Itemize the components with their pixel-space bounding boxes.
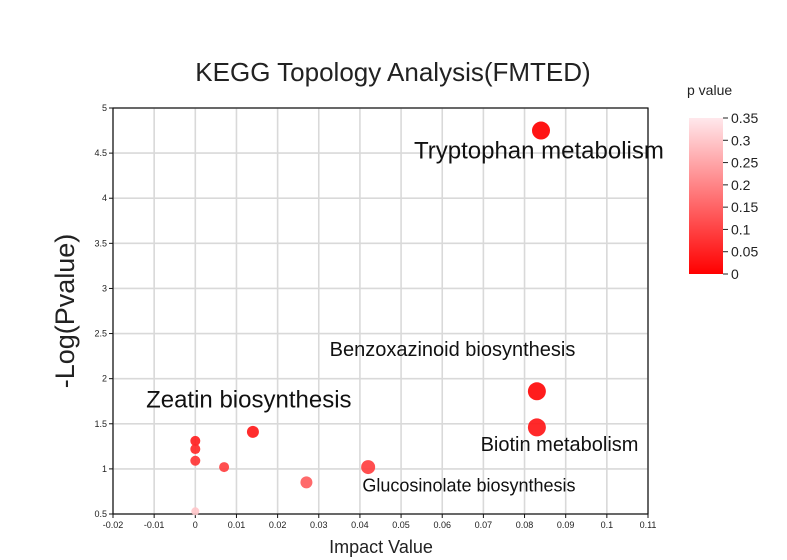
y-tick-label: 1 bbox=[102, 464, 107, 474]
plot-frame bbox=[112, 107, 649, 515]
color-legend: p value 0.35 0.3 0.25 0.2 0.15 0.1 0.05 0 bbox=[687, 82, 758, 282]
x-tick-label: 0.02 bbox=[269, 520, 287, 530]
data-point bbox=[190, 455, 201, 466]
x-tick-label: 0.06 bbox=[433, 520, 451, 530]
legend-tick-label: 0.3 bbox=[731, 132, 751, 148]
data-point bbox=[190, 444, 201, 455]
x-tick-label: 0.09 bbox=[557, 520, 575, 530]
legend-colorbar bbox=[689, 118, 723, 274]
data-point bbox=[527, 382, 546, 401]
data-point bbox=[191, 507, 200, 516]
point-annotation: Zeatin biosynthesis bbox=[146, 387, 351, 414]
x-tick-label: -0.02 bbox=[103, 520, 124, 530]
data-points bbox=[190, 121, 550, 516]
x-tick-label: 0.07 bbox=[475, 520, 493, 530]
x-tick-label: 0 bbox=[193, 520, 198, 530]
x-tick-label: 0.1 bbox=[601, 520, 614, 530]
legend-tick-label: 0.35 bbox=[731, 110, 758, 126]
x-axis-ticks: -0.02 -0.01 0 0.01 0.02 0.03 0.04 0.05 0.06 0.07 0… bbox=[103, 514, 657, 530]
y-axis-label: -Log(Pvalue) bbox=[50, 234, 80, 389]
data-point bbox=[219, 462, 230, 473]
y-tick-label: 5 bbox=[102, 103, 107, 113]
point-annotation: Glucosinolate biosynthesis bbox=[362, 475, 575, 495]
data-point bbox=[190, 435, 201, 446]
y-tick-label: 2 bbox=[102, 374, 107, 384]
legend-tick-label: 0.2 bbox=[731, 177, 751, 193]
legend-ticks: 0.35 0.3 0.25 0.2 0.15 0.1 0.05 0 bbox=[723, 110, 758, 282]
point-annotation: Biotin metabolism bbox=[481, 434, 639, 456]
legend-title: p value bbox=[687, 82, 732, 98]
y-tick-label: 3 bbox=[102, 283, 107, 293]
legend-tick-label: 0.25 bbox=[731, 155, 758, 171]
data-point bbox=[527, 418, 546, 437]
y-tick-label: 2.5 bbox=[94, 329, 107, 339]
data-point bbox=[532, 121, 550, 140]
y-tick-label: 0.5 bbox=[94, 509, 107, 519]
y-tick-label: 3.5 bbox=[94, 238, 107, 248]
y-axis-ticks: 0.5 1 1.5 2 2.5 3 3.5 4 4.5 5 bbox=[94, 103, 113, 519]
legend-tick-label: 0.05 bbox=[731, 244, 758, 260]
data-point bbox=[300, 476, 313, 489]
y-tick-label: 1.5 bbox=[94, 419, 107, 429]
x-tick-label: 0.05 bbox=[392, 520, 410, 530]
annotations: Tryptophan metabolism Benzoxazinoid biosy… bbox=[146, 138, 664, 496]
legend-tick-label: 0 bbox=[731, 266, 739, 282]
legend-tick-label: 0.1 bbox=[731, 221, 751, 237]
point-annotation: Benzoxazinoid biosynthesis bbox=[330, 339, 576, 361]
point-annotation: Tryptophan metabolism bbox=[414, 138, 664, 165]
y-tick-label: 4.5 bbox=[94, 148, 107, 158]
x-tick-label: -0.01 bbox=[144, 520, 165, 530]
x-tick-label: 0.01 bbox=[228, 520, 246, 530]
x-tick-label: 0.11 bbox=[640, 520, 657, 530]
x-axis-label: Impact Value bbox=[329, 537, 433, 557]
x-tick-label: 0.04 bbox=[351, 520, 369, 530]
legend-tick-label: 0.15 bbox=[731, 199, 758, 215]
y-tick-label: 4 bbox=[102, 193, 107, 203]
x-tick-label: 0.03 bbox=[310, 520, 328, 530]
data-point bbox=[361, 460, 376, 475]
chart-title: KEGG Topology Analysis(FMTED) bbox=[195, 57, 590, 87]
x-tick-label: 0.08 bbox=[516, 520, 534, 530]
data-point bbox=[246, 425, 259, 438]
